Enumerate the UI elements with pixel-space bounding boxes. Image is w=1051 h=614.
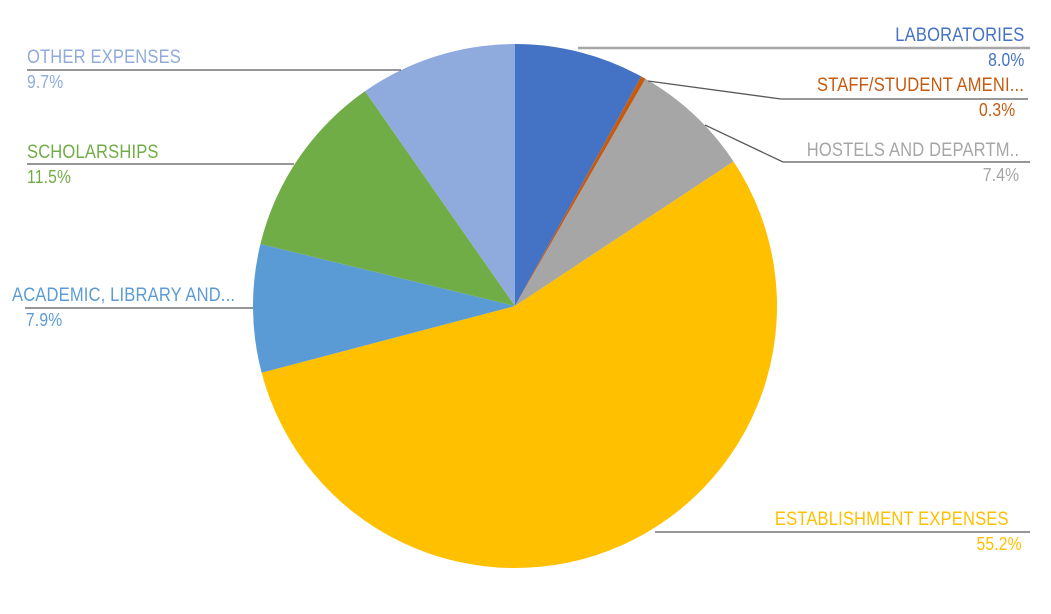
slice-label: ACADEMIC, LIBRARY AND... — [12, 285, 236, 306]
slice-label: SCHOLARSHIPS — [27, 142, 159, 163]
pie-slice-6 — [365, 43, 515, 306]
slice-percentage: 0.3% — [978, 100, 1016, 120]
slice-label: ESTABLISHMENT EXPENSES — [775, 509, 1009, 530]
slice-percentage: 9.7% — [27, 72, 64, 92]
callout-staff-student-amenities: STAFF/STUDENT AMENI... 0.3% — [817, 75, 1024, 120]
pie-slice-3 — [261, 161, 778, 569]
callout-hostels-and-departments: HOSTELS AND DEPARTM.. 7.4% — [807, 140, 1019, 185]
pie-slice-5 — [260, 91, 515, 306]
callout-establishment-expenses: ESTABLISHMENT EXPENSES 55.2% — [775, 509, 1022, 554]
slice-label: OTHER EXPENSES — [27, 47, 182, 68]
pie-slice-0 — [515, 44, 642, 306]
callout-academic-library: ACADEMIC, LIBRARY AND... 7.9% — [12, 285, 235, 330]
leader-staff-student — [647, 80, 1028, 100]
slice-percentage: 11.5% — [27, 167, 72, 187]
callout-other-expenses: OTHER EXPENSES 9.7% — [27, 47, 181, 92]
slice-label: LABORATORIES — [894, 25, 1024, 46]
pie-slice-4 — [253, 244, 515, 373]
slice-label: STAFF/STUDENT AMENI... — [816, 75, 1024, 96]
slice-percentage: 8.0% — [987, 50, 1024, 70]
slice-percentage: 7.9% — [25, 310, 63, 330]
slice-label: HOSTELS AND DEPARTM.. — [806, 140, 1019, 161]
pie-slice-1 — [515, 76, 646, 306]
leader-hostels — [704, 124, 1030, 163]
callout-scholarships: SCHOLARSHIPS 11.5% — [27, 142, 159, 187]
callout-laboratories: LABORATORIES 8.0% — [895, 25, 1024, 70]
slice-percentage: 55.2% — [976, 534, 1022, 554]
slice-percentage: 7.4% — [982, 165, 1019, 185]
pie-slice-2 — [515, 78, 734, 306]
